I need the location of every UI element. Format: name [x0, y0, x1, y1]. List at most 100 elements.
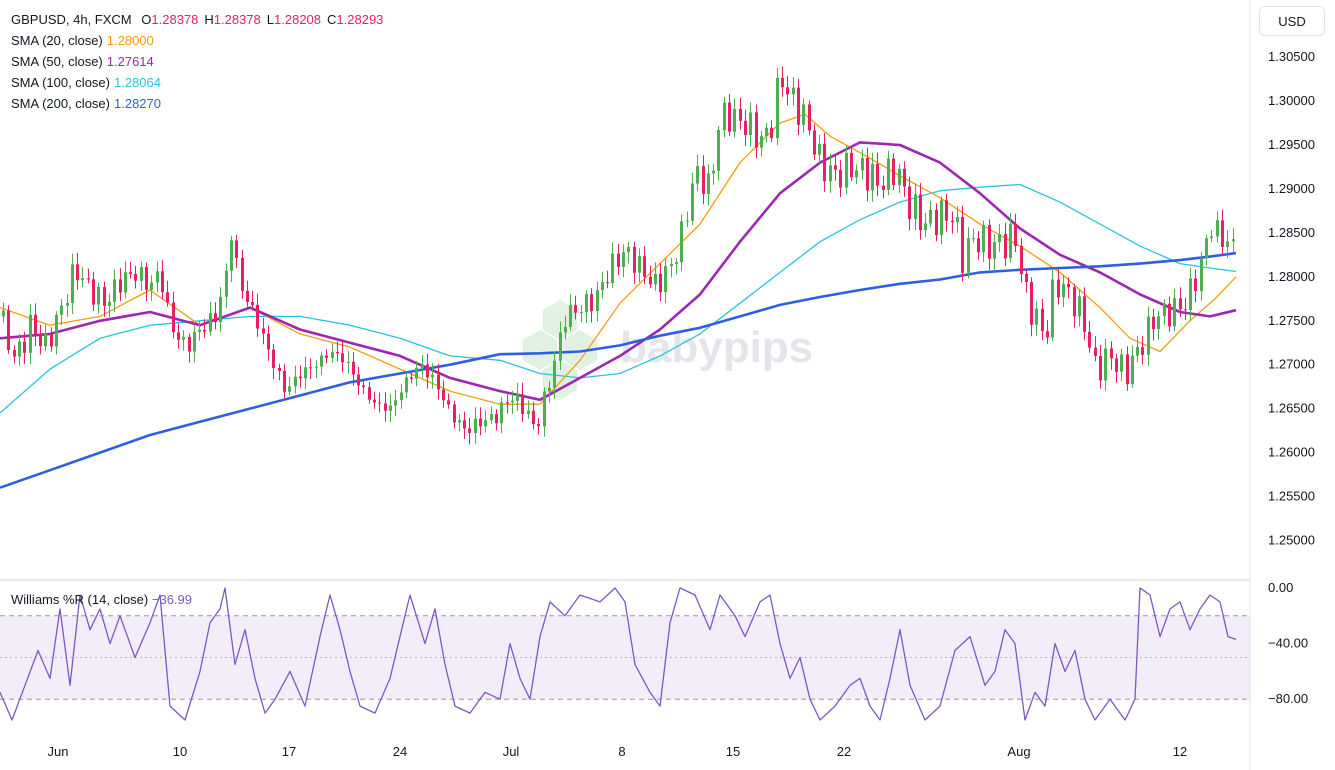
candle: [686, 211, 689, 228]
ohlc-l: L1.28208: [267, 12, 321, 27]
candle: [1184, 297, 1187, 320]
candle-body: [781, 77, 784, 88]
candle: [622, 244, 625, 278]
candle-body: [686, 220, 689, 222]
candle: [50, 327, 53, 352]
candle-body: [929, 209, 932, 224]
candle-body: [601, 282, 604, 291]
candle-body: [378, 402, 381, 404]
watermark-hex-icon: [562, 330, 598, 370]
candlestick-series[interactable]: [2, 66, 1235, 445]
candle-body: [362, 385, 365, 388]
ohlc-h: H1.28378: [204, 12, 260, 27]
candle-body: [166, 292, 169, 303]
candle: [1157, 310, 1160, 340]
candle: [1094, 336, 1097, 362]
candle: [161, 260, 164, 300]
candle-body: [7, 310, 10, 350]
candle-body: [182, 336, 185, 340]
candle: [320, 351, 323, 375]
candle-body: [315, 366, 318, 368]
candle: [76, 252, 79, 290]
sma-line: [0, 141, 1237, 402]
candle-body: [988, 224, 991, 259]
candle: [1104, 338, 1107, 391]
candle: [765, 123, 768, 143]
candle-body: [1136, 347, 1139, 356]
indicator-row[interactable]: SMA (20, close) 1.28000: [11, 30, 383, 51]
candle: [1025, 268, 1028, 293]
candle-body: [633, 246, 636, 273]
candle: [373, 391, 376, 409]
candle-body: [320, 355, 323, 367]
candle-body: [1073, 287, 1076, 317]
candle: [590, 288, 593, 323]
indicator-row[interactable]: SMA (50, close) 1.27614: [11, 51, 383, 72]
watermark-hex-icon: [522, 330, 558, 370]
candle-body: [945, 200, 948, 221]
candle-body: [1041, 308, 1044, 332]
candle-body: [262, 328, 265, 334]
candle: [728, 94, 731, 137]
williams-pane[interactable]: [0, 587, 1250, 721]
price-axis: 1.310001.305001.300001.295001.290001.285…: [1268, 5, 1315, 547]
williams-tick-label: −40.00: [1268, 636, 1308, 651]
candle: [150, 275, 153, 302]
candle-body: [400, 392, 403, 401]
candle-body: [103, 287, 106, 306]
candle-body: [490, 414, 493, 421]
candle: [230, 235, 233, 283]
candle-body: [511, 400, 514, 403]
candle-body: [643, 256, 646, 277]
candle: [400, 384, 403, 409]
williams-line: [0, 587, 1237, 721]
candle: [967, 227, 970, 279]
candle-body: [755, 112, 758, 148]
candle-body: [521, 394, 524, 414]
candle: [855, 164, 858, 185]
candle-body: [649, 276, 652, 285]
candle: [474, 407, 477, 444]
indicator-row[interactable]: SMA (200, close) 1.28270: [11, 93, 383, 114]
candle-body: [1020, 246, 1023, 274]
candle-body: [55, 314, 58, 347]
candle: [649, 265, 652, 289]
candle-body: [405, 377, 408, 393]
candle: [982, 220, 985, 263]
candle-body: [389, 405, 392, 411]
candle-body: [50, 333, 53, 347]
candle: [914, 183, 917, 231]
candle-body: [1184, 309, 1187, 311]
candle: [39, 324, 42, 355]
candle-body: [421, 364, 424, 368]
candle: [92, 272, 95, 311]
currency-button[interactable]: USD: [1259, 6, 1325, 36]
candle: [87, 268, 90, 284]
candle: [813, 123, 816, 161]
candle-body: [1115, 358, 1118, 372]
candle: [241, 249, 244, 299]
candle: [548, 380, 551, 403]
candle-body: [150, 282, 153, 290]
candle: [209, 301, 212, 336]
candle: [659, 263, 662, 302]
candle-body: [347, 361, 350, 363]
price-tick-label: 1.26500: [1268, 401, 1315, 416]
candle-body: [622, 252, 625, 267]
candle: [627, 241, 630, 264]
candle: [193, 325, 196, 363]
candle: [1067, 277, 1070, 299]
candle-body: [1141, 347, 1144, 355]
candle: [755, 104, 758, 159]
candle: [1152, 308, 1155, 341]
candle-body: [463, 420, 466, 429]
candle-body: [394, 400, 397, 406]
candle: [1110, 341, 1113, 370]
candle-body: [325, 355, 328, 358]
indicator-row[interactable]: SMA (100, close) 1.28064: [11, 72, 383, 93]
candle: [940, 196, 943, 245]
candle: [823, 133, 826, 192]
candle-body: [1157, 316, 1160, 330]
candle: [283, 363, 286, 399]
